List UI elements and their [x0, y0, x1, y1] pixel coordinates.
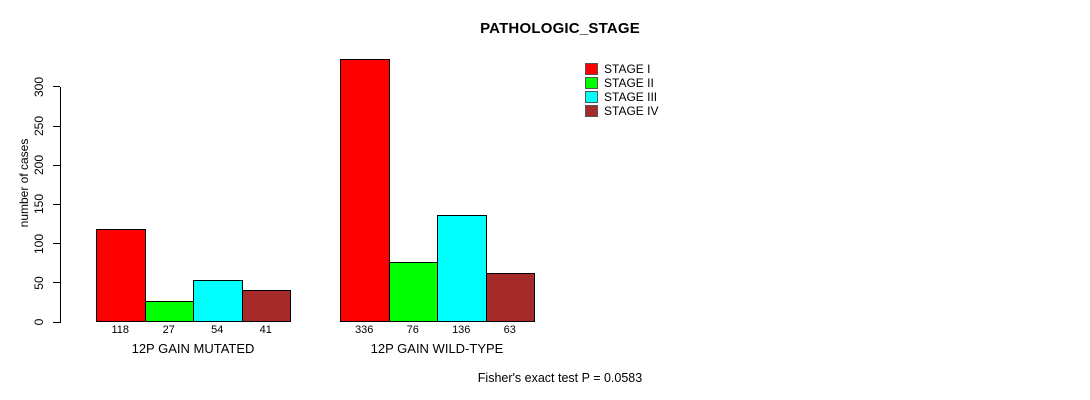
bar: [340, 58, 390, 322]
legend-color-swatch: [585, 63, 598, 75]
bar: [96, 229, 146, 322]
y-tick: [53, 243, 60, 245]
legend-color-swatch: [585, 91, 598, 103]
legend-label: STAGE III: [604, 90, 658, 104]
bar: [388, 262, 438, 322]
y-tick: [53, 86, 60, 88]
bar: [241, 289, 291, 322]
x-category-label: 12P GAIN MUTATED: [131, 341, 255, 356]
y-tick: [53, 125, 60, 127]
y-tick: [53, 282, 60, 284]
bar: [485, 272, 535, 322]
y-tick: [53, 164, 60, 166]
bar-value-label: 118: [111, 324, 130, 336]
legend-entry: STAGE I: [585, 63, 658, 75]
chart-title: PATHOLOGIC_STAGE: [480, 20, 640, 37]
legend-entry: STAGE IV: [585, 105, 658, 117]
fisher-test-annotation: Fisher's exact test P = 0.0583: [477, 371, 643, 385]
bar-value-label: 136: [452, 324, 471, 336]
bar: [144, 300, 194, 322]
bar: [437, 215, 487, 322]
y-tick: [53, 321, 60, 323]
y-tick-label: 300: [32, 76, 46, 97]
bar-value-label: 41: [259, 324, 272, 336]
bar-value-label: 54: [211, 324, 224, 336]
legend-color-swatch: [585, 105, 598, 117]
y-axis-line: [60, 86, 61, 323]
legend-label: STAGE IV: [604, 104, 659, 118]
bar-value-label: 27: [162, 324, 175, 336]
legend-label: STAGE II: [604, 76, 654, 90]
legend: STAGE I STAGE II STAGE III STAGE IV: [585, 63, 658, 117]
bar-value-label: 63: [503, 324, 516, 336]
legend-label: STAGE I: [604, 62, 651, 76]
legend-color-swatch: [585, 77, 598, 89]
bar-value-label: 336: [355, 324, 374, 336]
legend-entry: STAGE II: [585, 77, 658, 89]
bar-value-label: 76: [406, 324, 419, 336]
y-tick: [53, 203, 60, 205]
bar: [193, 279, 243, 322]
x-category-label: 12P GAIN WILD-TYPE: [370, 341, 504, 356]
legend-entry: STAGE III: [585, 91, 658, 103]
